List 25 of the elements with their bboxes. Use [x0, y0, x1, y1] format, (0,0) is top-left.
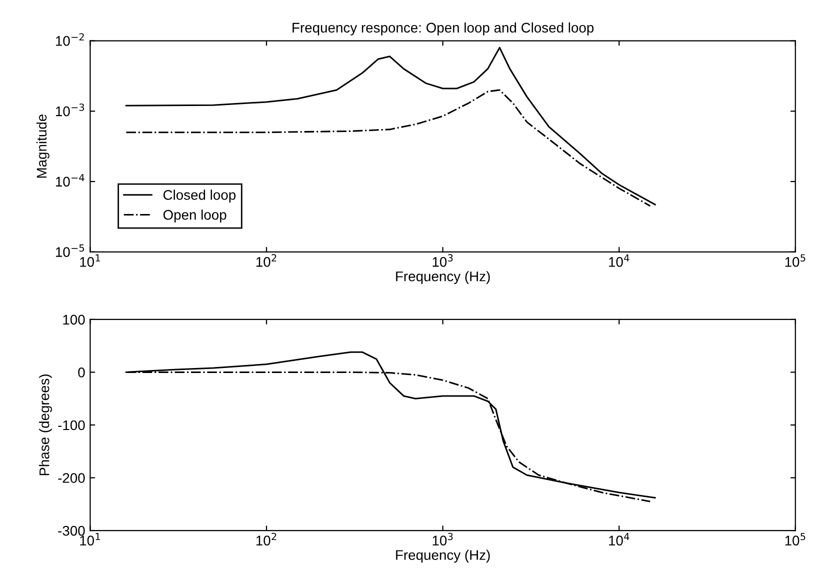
- x-tick-label: 10$^{1}$: [80, 254, 100, 267]
- x-axis-title: Frequency (Hz): [396, 271, 490, 284]
- x-tick-label: 10$^{2}$: [256, 254, 276, 267]
- y-tick-label: 10$^{−3}$: [56, 104, 84, 116]
- x-tick-label: 10$^{4}$: [609, 254, 630, 267]
- x-tick-label: 10$^{3}$: [432, 254, 453, 267]
- x-axis-title: Frequency (Hz): [396, 550, 490, 563]
- x-tick-label: 10$^{4}$: [609, 532, 630, 546]
- y-tick-label: 10$^{−5}$: [56, 244, 84, 257]
- y-tick-label: 10$^{−4}$: [56, 174, 84, 187]
- x-tick-label: 10$^{3}$: [432, 532, 453, 546]
- y-tick-label: 0: [78, 368, 85, 378]
- y-axis-title: Magnitude: [36, 114, 50, 178]
- legend-label: Closed loop: [163, 190, 236, 203]
- x-tick-label: 10$^{5}$: [785, 532, 806, 546]
- x-tick-label: 10$^{2}$: [256, 532, 276, 546]
- legend-label: Open loop: [163, 210, 226, 223]
- y-tick-label: -300: [58, 526, 85, 536]
- chart-title: Frequency responce: Open loop and Closed loop: [292, 22, 594, 36]
- y-tick-label: 100: [63, 314, 85, 325]
- x-tick-label: 10$^{5}$: [785, 254, 806, 267]
- y-tick-label: -200: [58, 473, 85, 483]
- y-tick-label: -100: [58, 420, 85, 430]
- y-tick-label: 10$^{−2}$: [56, 33, 84, 46]
- y-axis-title: Phase (degrees): [39, 374, 52, 476]
